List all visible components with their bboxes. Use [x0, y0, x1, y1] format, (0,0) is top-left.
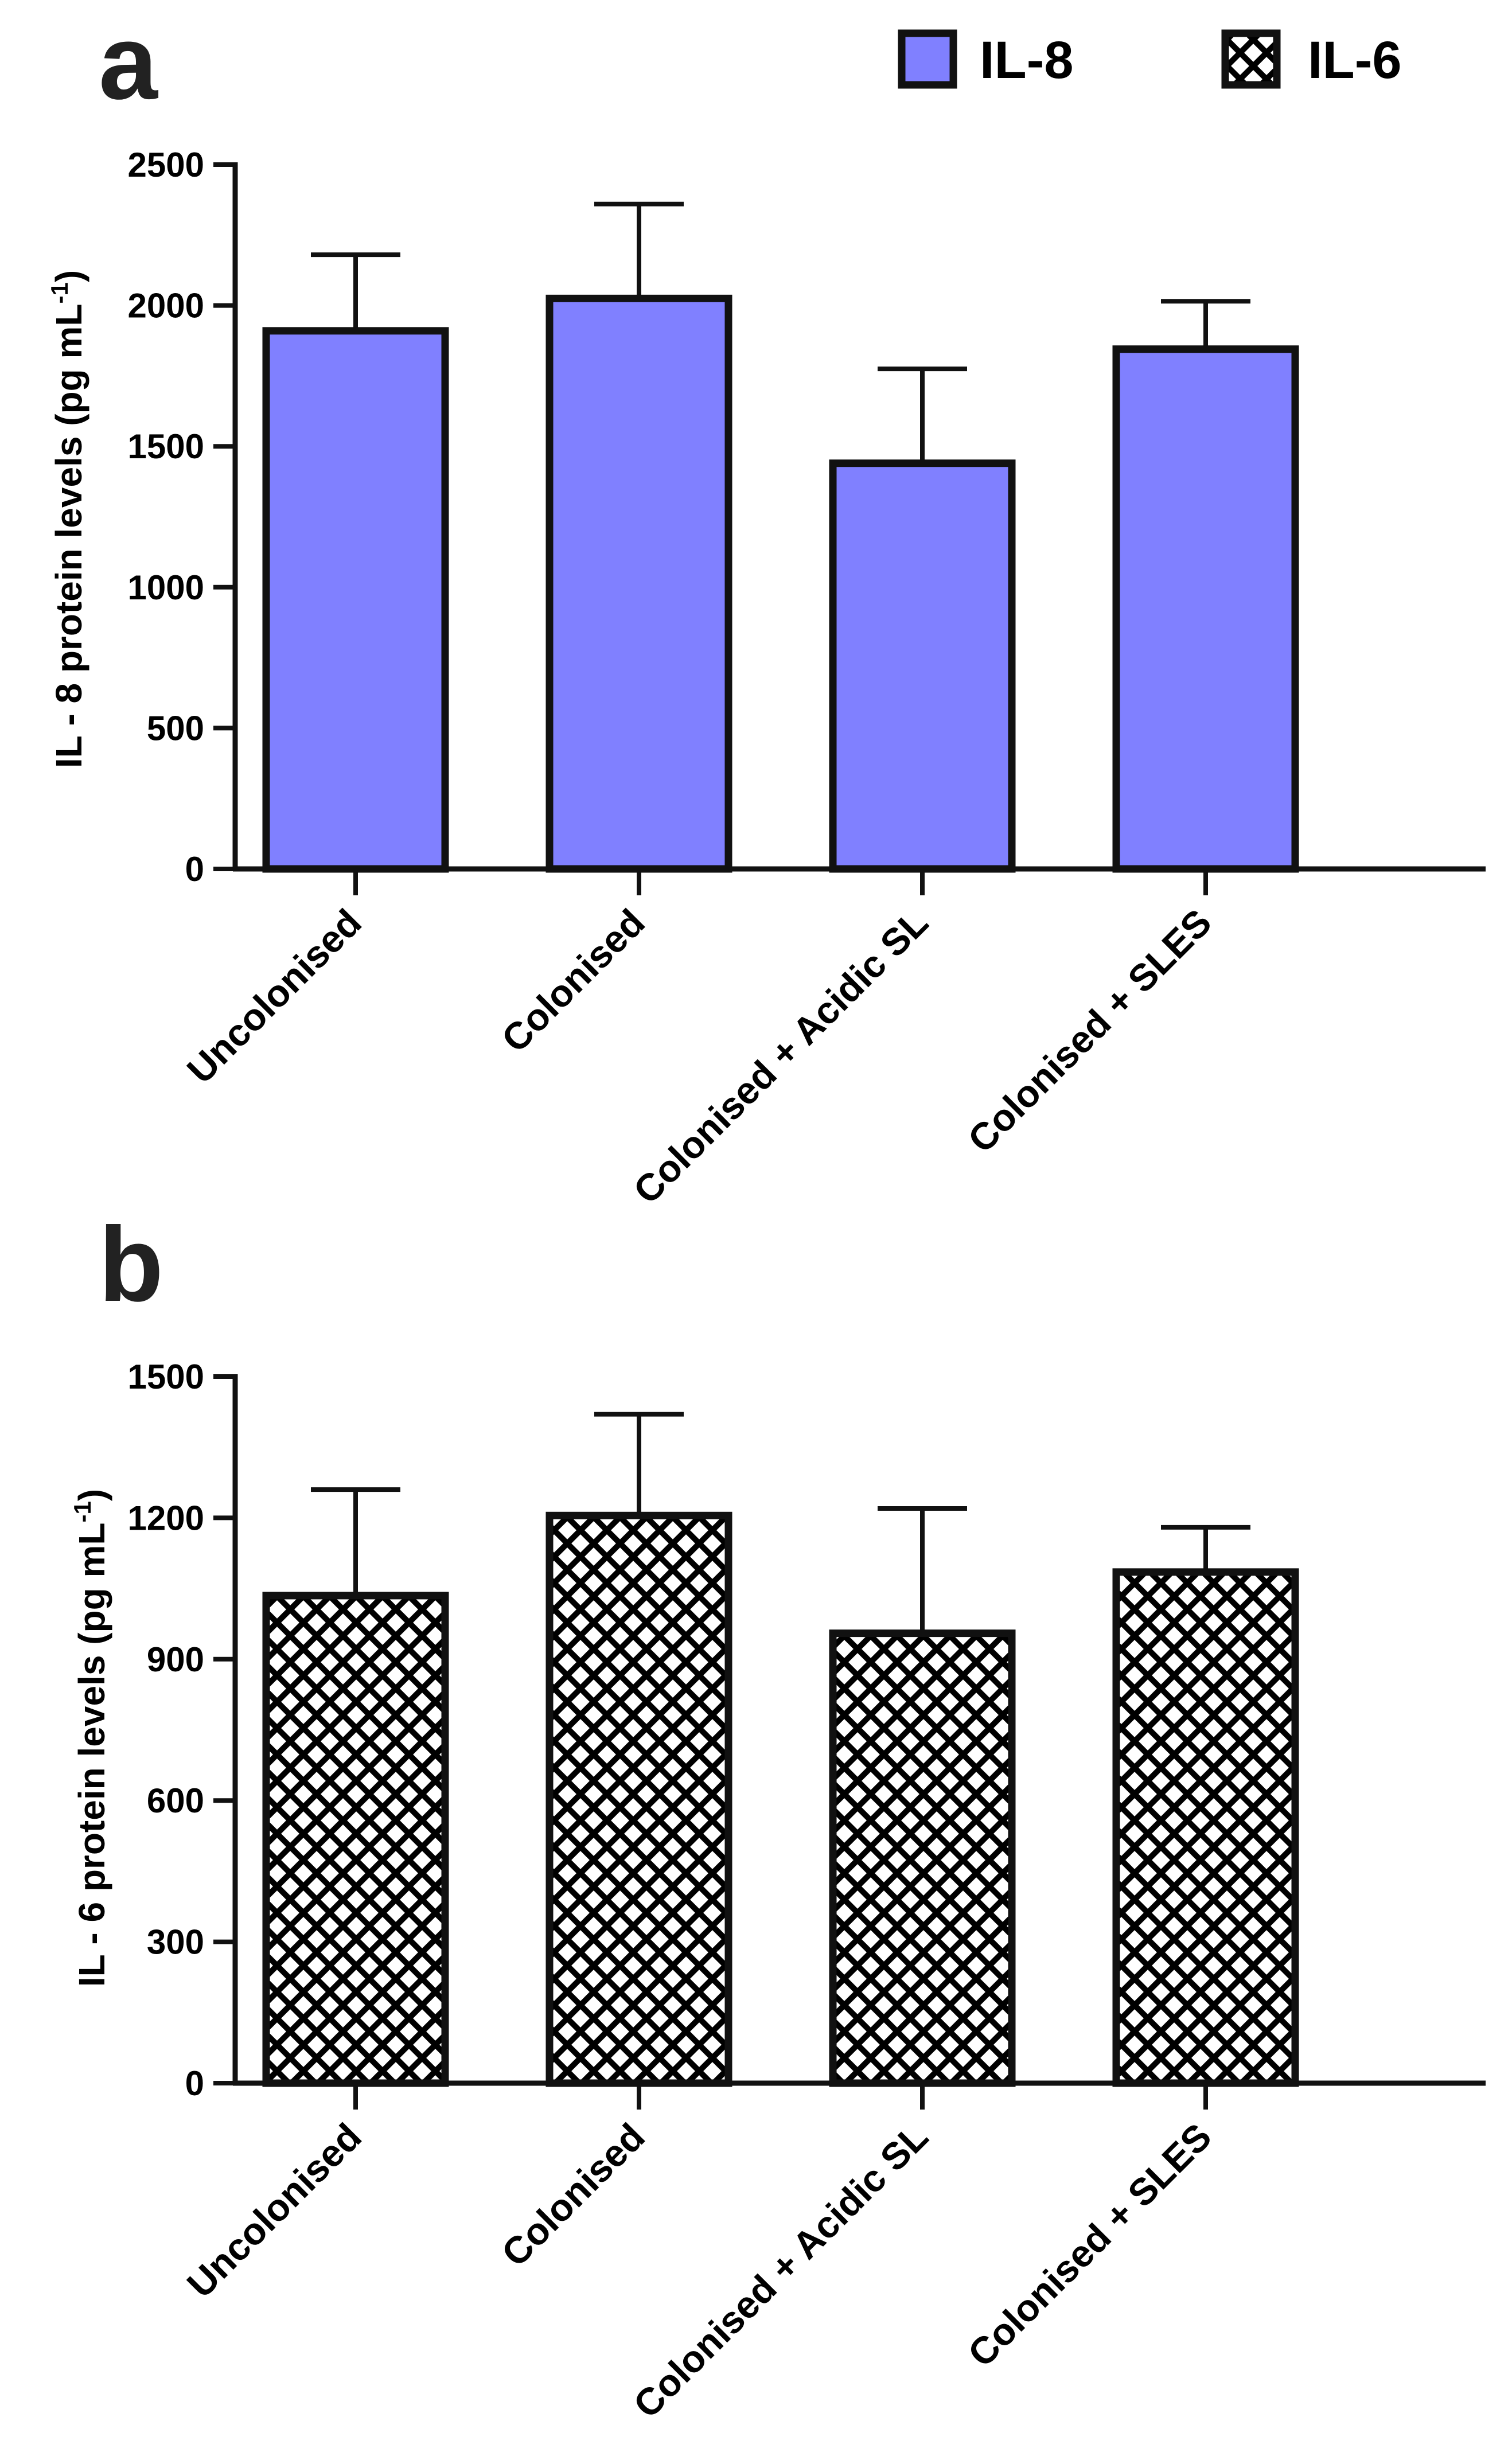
- legend-swatch-il6: [1221, 29, 1281, 89]
- bar-b-1: [545, 1511, 732, 2087]
- y-axis-title-a: IL - 8 protein levels (pg mL-1): [46, 270, 89, 768]
- legend-label-il6: IL-6: [1308, 31, 1402, 89]
- x-label-b-0: Uncolonised: [179, 2115, 369, 2306]
- y-axis-title-b-sup: -1: [69, 1501, 96, 1522]
- y-tick-label-a-3: 1500: [128, 427, 204, 466]
- bar-a-1: [545, 294, 732, 873]
- y-axis-title-b: IL - 6 protein levels (pg mL-1): [69, 1489, 112, 1987]
- panel-letter-a: a: [99, 3, 159, 122]
- y-tick-label-a-0: 0: [185, 850, 204, 888]
- legend: IL-8 IL-6: [898, 29, 1402, 89]
- panel-letter-b: b: [99, 1206, 163, 1324]
- bar-a-3: [1112, 345, 1299, 873]
- y-tick-label-a-5: 2500: [128, 146, 204, 184]
- x-label-b-2: Colonised + Acidic SL: [625, 2115, 936, 2426]
- y-axis-title-b-close: ): [71, 1489, 112, 1501]
- x-label-a-0: Uncolonised: [179, 901, 369, 1091]
- x-label-a-2: Colonised + Acidic SL: [625, 901, 936, 1212]
- y-tick-label-b-4: 1200: [128, 1499, 204, 1537]
- y-tick-label-b-0: 0: [185, 2064, 204, 2103]
- x-label-b-3: Colonised + SLES: [960, 2115, 1219, 2375]
- y-tick-label-b-2: 600: [147, 1781, 204, 1820]
- bar-a-2: [829, 459, 1016, 873]
- y-tick-label-b-5: 1500: [128, 1358, 204, 1396]
- legend-label-il8: IL-8: [980, 31, 1074, 89]
- y-axis-title-b-main: IL - 6 protein levels (pg mL: [71, 1523, 112, 1987]
- x-label-b-1: Colonised: [493, 2115, 653, 2275]
- x-label-a-3: Colonised + SLES: [960, 901, 1219, 1161]
- y-tick-label-b-1: 300: [147, 1923, 204, 1962]
- y-tick-label-a-4: 2000: [128, 287, 204, 325]
- y-axis-title-a-sup: -1: [46, 282, 73, 303]
- y-tick-label-a-2: 1000: [128, 568, 204, 607]
- y-axis-title-a-main: IL - 8 protein levels (pg mL: [48, 304, 89, 769]
- bar-a-0: [262, 327, 449, 873]
- y-axis-title-a-close: ): [48, 270, 89, 282]
- bar-b-2: [829, 1629, 1016, 2087]
- bar-b-0: [262, 1592, 449, 2087]
- legend-swatch-il8: [898, 29, 957, 89]
- bar-b-3: [1112, 1568, 1299, 2087]
- x-label-a-1: Colonised: [493, 901, 653, 1061]
- y-tick-label-a-1: 500: [147, 709, 204, 747]
- y-tick-label-b-3: 900: [147, 1640, 204, 1679]
